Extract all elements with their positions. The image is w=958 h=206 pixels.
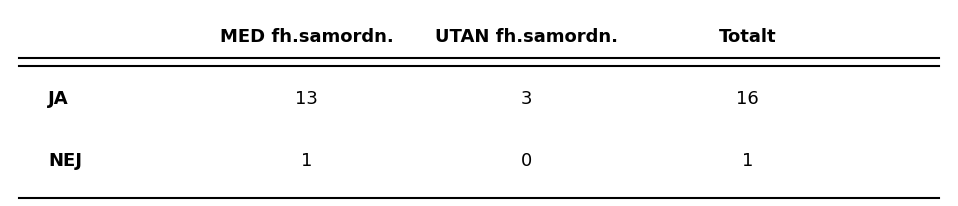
Text: MED fh.samordn.: MED fh.samordn.	[219, 28, 394, 46]
Text: 13: 13	[295, 90, 318, 108]
Text: 0: 0	[521, 152, 533, 170]
Text: JA: JA	[48, 90, 69, 108]
Text: 1: 1	[301, 152, 312, 170]
Text: Totalt: Totalt	[718, 28, 776, 46]
Text: UTAN fh.samordn.: UTAN fh.samordn.	[435, 28, 619, 46]
Text: 16: 16	[736, 90, 759, 108]
Text: 1: 1	[741, 152, 753, 170]
Text: 3: 3	[521, 90, 533, 108]
Text: NEJ: NEJ	[48, 152, 81, 170]
